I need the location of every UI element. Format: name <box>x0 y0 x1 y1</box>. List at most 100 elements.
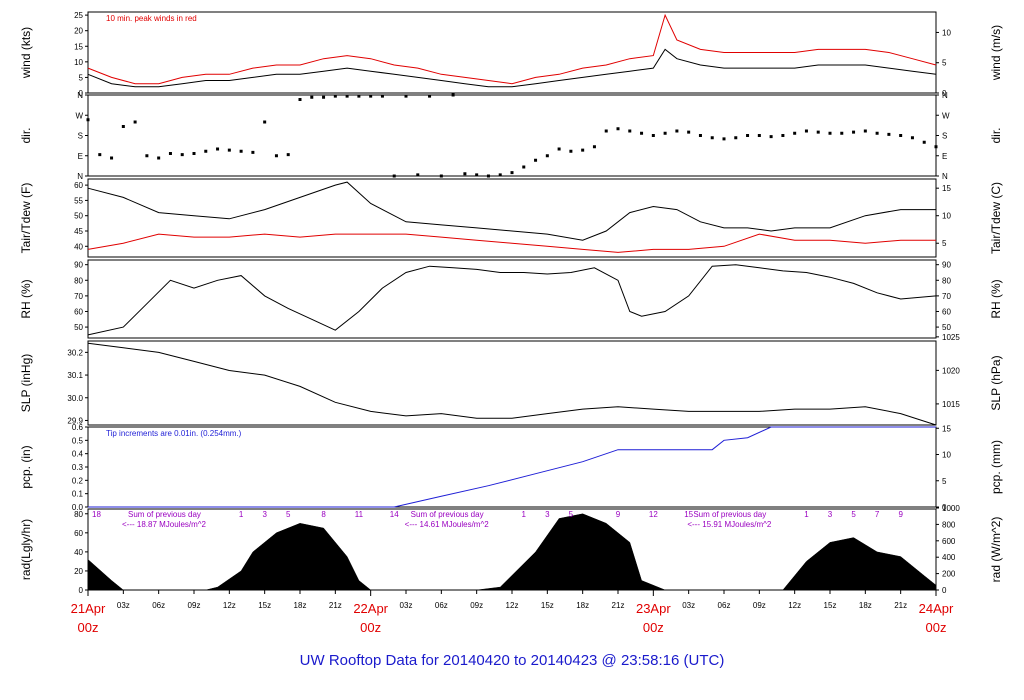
rad-annotations: 18 Sum of previous day<--- 18.87 MJoules/… <box>92 510 903 529</box>
ylabel-left-slp: SLP (inHg) <box>19 354 33 412</box>
left-tick-label: 0.1 <box>72 490 84 499</box>
ylabel-right-temp: Tair/Tdew (C) <box>989 182 1003 254</box>
data-point <box>110 156 114 160</box>
data-point <box>781 134 785 137</box>
right-tick-label: 0 <box>942 503 947 512</box>
x-day-time: 00z <box>78 620 99 635</box>
x-hour-label: 12z <box>788 601 801 610</box>
left-tick-label: 70 <box>74 292 83 301</box>
data-point <box>840 131 844 135</box>
left-tick-label: 20 <box>74 27 83 36</box>
ylabel-right-slp: SLP (hPa) <box>989 355 1003 410</box>
data-point <box>133 120 137 124</box>
data-point <box>640 131 644 135</box>
left-tick-label: 50 <box>74 212 83 221</box>
data-point <box>86 118 90 122</box>
data-point <box>239 149 243 153</box>
x-hour-label: 03z <box>682 601 695 610</box>
x-hour-label: 18z <box>576 601 589 610</box>
right-tick-label: 10 <box>942 28 951 37</box>
data-point <box>357 94 361 98</box>
right-tick-label: 70 <box>942 292 951 301</box>
ylabel-left-pcp: pcp. (in) <box>19 445 33 488</box>
right-tick-label: 1020 <box>942 366 960 375</box>
left-tick-label: 0.0 <box>72 503 84 512</box>
data-point <box>392 174 396 178</box>
data-point <box>439 174 443 178</box>
x-hour-label: 18z <box>859 601 872 610</box>
ylabel-right-pcp: pcp. (mm) <box>989 440 1003 494</box>
x-hour-label: 12z <box>223 601 236 610</box>
x-hour-label: 03z <box>400 601 413 610</box>
rad-hour-label: 1 <box>804 510 809 519</box>
ylabel-left-rad: rad(Lgly/hr) <box>19 519 33 580</box>
panel-note-wind: 10 min. peak winds in red <box>106 14 197 23</box>
x-day-date: 22Apr <box>353 601 388 616</box>
right-tick-label: 15 <box>942 184 951 193</box>
data-point <box>498 173 502 177</box>
left-tick-label: 5 <box>79 73 84 82</box>
panel-rh: 50 60 70 80 90 50 60 70 80 90 RH (%) RH (%) <box>19 259 1003 339</box>
data-point <box>157 156 161 160</box>
ylabel-right-dir: dir. <box>989 127 1003 143</box>
data-point <box>769 135 773 139</box>
data-point <box>887 132 891 136</box>
left-tick-label: 50 <box>74 323 83 332</box>
data-point <box>180 153 184 157</box>
data-point <box>722 137 726 141</box>
data-point <box>793 131 797 135</box>
data-point <box>910 136 914 140</box>
right-tick-label: 15 <box>942 424 951 433</box>
left-tick-label: 45 <box>74 227 83 236</box>
left-tick-label: 90 <box>74 261 83 270</box>
data-point <box>828 131 832 135</box>
left-tick-label: 60 <box>74 529 83 538</box>
right-tick-label: 5 <box>942 59 947 68</box>
left-tick-label: E <box>78 152 83 161</box>
rad-sum-value: <--- 15.91 MJoules/m^2 <box>687 520 772 529</box>
ylabel-left-dir: dir. <box>19 127 33 143</box>
data-point <box>298 98 302 101</box>
rad-sum-label: Sum of previous day <box>693 510 766 519</box>
rad-hour-label: 11 <box>355 510 364 519</box>
x-hour-label: 15z <box>258 601 271 610</box>
left-tick-label: 30.0 <box>67 394 83 403</box>
right-tick-label: W <box>942 111 950 120</box>
data-point <box>286 153 290 157</box>
panel-note-pcp: Tip increments are 0.01in. (0.254mm.) <box>106 429 242 438</box>
right-tick-label: S <box>942 132 947 141</box>
data-point <box>616 127 620 131</box>
data-point <box>934 145 938 149</box>
left-tick-label: 0.2 <box>72 476 84 485</box>
left-tick-label: 60 <box>74 307 83 316</box>
rad-sum-label: Sum of previous day <box>411 510 484 519</box>
left-tick-label: 40 <box>74 548 83 557</box>
data-point <box>145 154 149 158</box>
x-hour-label: 06z <box>435 601 448 610</box>
data-point <box>569 149 573 153</box>
data-point <box>227 148 231 152</box>
rad-hour-label: 14 <box>390 510 399 519</box>
left-tick-label: S <box>78 132 83 141</box>
left-tick-label: 30.1 <box>67 371 83 380</box>
data-point <box>333 94 337 98</box>
data-point <box>875 131 879 135</box>
ylabel-left-temp: Tair/Tdew (F) <box>19 183 33 254</box>
x-day-time: 00z <box>360 620 381 635</box>
data-point <box>592 145 596 149</box>
data-point <box>451 93 455 97</box>
panel-pcp: 0.0 0.1 0.2 0.3 0.4 0.5 0.6 0 5 10 15 pcp. (in) pcp.… <box>19 423 1003 512</box>
rad-hour-label: 1 <box>522 510 527 519</box>
right-tick-label: 5 <box>942 477 947 486</box>
right-tick-label: 400 <box>942 553 956 562</box>
left-tick-label: N <box>77 172 83 181</box>
series-line-temp-1 <box>87 233 936 253</box>
data-point <box>310 95 314 99</box>
right-tick-label: 0 <box>942 586 947 595</box>
rad-sum-value: <--- 18.87 MJoules/m^2 <box>122 520 207 529</box>
data-point <box>251 150 255 154</box>
panel-temp: 40 45 50 55 60 5 10 15 Tair/Tdew (F) Tair/Tdew (C… <box>19 178 1003 258</box>
